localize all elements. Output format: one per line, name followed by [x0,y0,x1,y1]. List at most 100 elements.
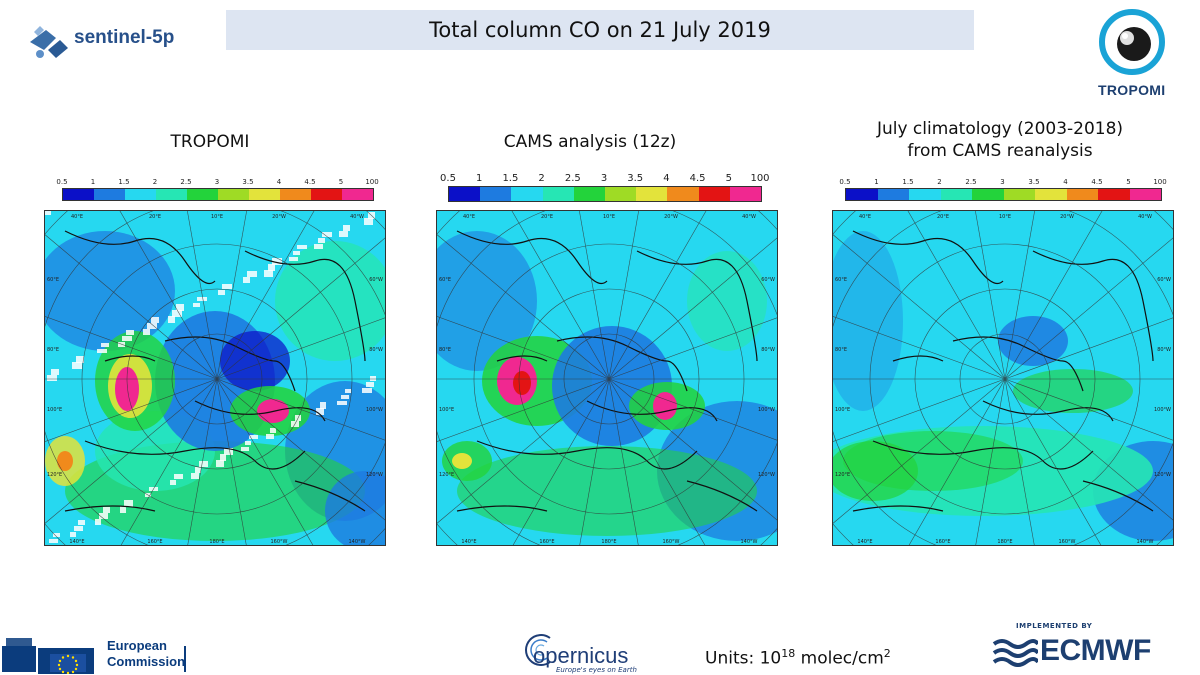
colorbar-tick-label: 1.5 [902,178,914,186]
colorbar-tick-label: 3 [214,178,220,186]
map-axis-label: 20°E [937,214,949,220]
map-axis-label: 80°E [439,347,451,353]
map-axis-label: 10°E [999,214,1011,220]
colorbar-swatch [218,189,249,200]
colorbar-swatch [542,187,574,201]
colorbar-tick-label: 0.5 [839,178,851,186]
map-axis-label: 160°W [663,539,680,545]
map-axis-label: 100°E [47,407,62,413]
panel-title-climatology: July climatology (2003-2018) from CAMS r… [835,118,1165,162]
colorbar-swatch [1066,189,1098,200]
ecmwf-logo-text: ECMWF [1040,634,1151,667]
map-axis-label: 160°W [271,539,288,545]
colorbar-swatch [125,189,156,200]
units-label: Units: 1018 molec/cm2 [705,647,891,669]
panel-title-cams-analysis: CAMS analysis (12z) [503,132,677,152]
units-squared: 2 [883,647,891,660]
colorbar-tick-label: 2 [937,178,942,186]
tropomi-logo [1099,9,1165,75]
colorbar-swatch [1035,189,1067,200]
colorbar-swatch [311,189,342,200]
map-axis-label: 140°E [69,539,84,545]
colorbar-swatch [972,189,1004,200]
colorbar-swatch [480,187,512,201]
colorbar-swatch [1098,189,1130,200]
colorbar-tick-label: 0.5 [440,173,456,184]
colorbar-tick-label: 4.5 [689,173,706,184]
colorbar-swatch [1003,189,1035,200]
panel-title-climatology-line1: July climatology (2003-2018) [876,119,1124,139]
units-prefix: Units: 10 [705,648,782,669]
colorbar-tick-label: 5 [725,173,732,184]
colorbar-tick-label: 2.5 [965,178,977,186]
panel-title-tropomi: TROPOMI [170,132,250,152]
graticule [45,211,385,545]
colorbar-swatch [909,189,941,200]
colorbar-tick-label: 2.5 [180,178,192,186]
tropomi-logo-text: TROPOMI [1098,82,1166,98]
colorbar-climatology [845,188,1162,201]
map-panel-tropomi: 40°E 20°E 10°E 20°W 40°W 140°E 160°E 180°E 160°W… [44,210,386,546]
map-axis-label: 100°W [758,407,775,413]
map-axis-label: 10°E [211,214,223,220]
colorbar-swatch [667,187,699,201]
colorbar-tick-label: 2.5 [564,173,581,184]
colorbar-tick-label: 4 [1063,178,1068,186]
map-axis-label: 60°E [47,277,59,283]
ec-line1: European [107,638,167,653]
colorbar-tick-label: 1.5 [118,178,130,186]
map-axis-label: 100°E [835,407,850,413]
colorbar-tick-label: 3.5 [242,178,254,186]
european-commission-logo [2,638,186,674]
co-field [437,231,777,541]
map-axis-label: 80°E [835,347,847,353]
colorbar-tick-label: 3 [600,173,608,184]
map-axis-label: 140°W [1137,539,1154,545]
colorbar-swatch [63,189,94,200]
map-axis-label: 40°W [350,214,364,220]
colorbar-tick-label: 4 [663,173,670,184]
colorbar-swatch [1129,189,1161,200]
colorbar-tick-label: 3 [1000,178,1005,186]
colorbar-swatch [249,189,280,200]
map-axis-label: 10°E [603,214,615,220]
map-axis-label: 180°E [997,539,1012,545]
colorbar-tick-label: 1 [874,178,879,186]
page-title: Total column CO on 21 July 2019 [429,18,771,42]
map-axis-label: 140°W [349,539,366,545]
map-axis-label: 100°W [1154,407,1171,413]
colorbar-tick-label: 1 [476,173,483,184]
map-axis-label: 20°W [272,214,286,220]
colorbar-tick-label: 100 [365,178,379,186]
colorbar-tick-label: 100 [1153,178,1167,186]
map-axis-label: 80°E [47,347,59,353]
colorbar-tick-label: 2 [538,173,545,184]
colorbar-swatch [729,187,762,201]
map-panel-climatology: 40°E 20°E 10°E 20°W 40°W 140°E 160°E 180°E 160°W… [832,210,1174,546]
map-axis-label: 40°E [463,214,475,220]
map-axis-label: 40°E [71,214,83,220]
ecmwf-implemented-by: IMPLEMENTED BY [1016,622,1093,630]
polar-map-cams: 40°E 20°E 10°E 20°W 40°W 140°E 160°E 180°E 160°W… [437,211,777,545]
polar-map-climatology: 40°E 20°E 10°E 20°W 40°W 140°E 160°E 180°E 160°W… [833,211,1173,545]
sentinel-5p-logo-text: sentinel-5p [74,27,175,48]
colorbar-tick-label: 5 [1126,178,1131,186]
colorbar-swatch [636,187,668,201]
map-axis-label: 40°W [1138,214,1152,220]
colorbar-swatch [342,189,373,200]
european-commission-text: European Commission [107,638,185,670]
map-axis-label: 60°E [439,277,451,283]
copernicus-logo-text: opernicus [533,643,629,668]
map-axis-label: 120°W [1154,472,1171,478]
map-axis-label: 20°W [664,214,678,220]
map-panel-cams: 40°E 20°E 10°E 20°W 40°W 140°E 160°E 180°E 160°W… [436,210,778,546]
map-axis-label: 100°W [366,407,383,413]
colorbar-swatch [280,189,311,200]
colorbar-swatch [94,189,125,200]
colorbar-swatch [940,189,972,200]
map-axis-label: 120°W [758,472,775,478]
graticule [437,211,777,545]
map-axis-label: 60°E [835,277,847,283]
colorbar-tropomi [62,188,374,201]
co-field [45,211,385,545]
